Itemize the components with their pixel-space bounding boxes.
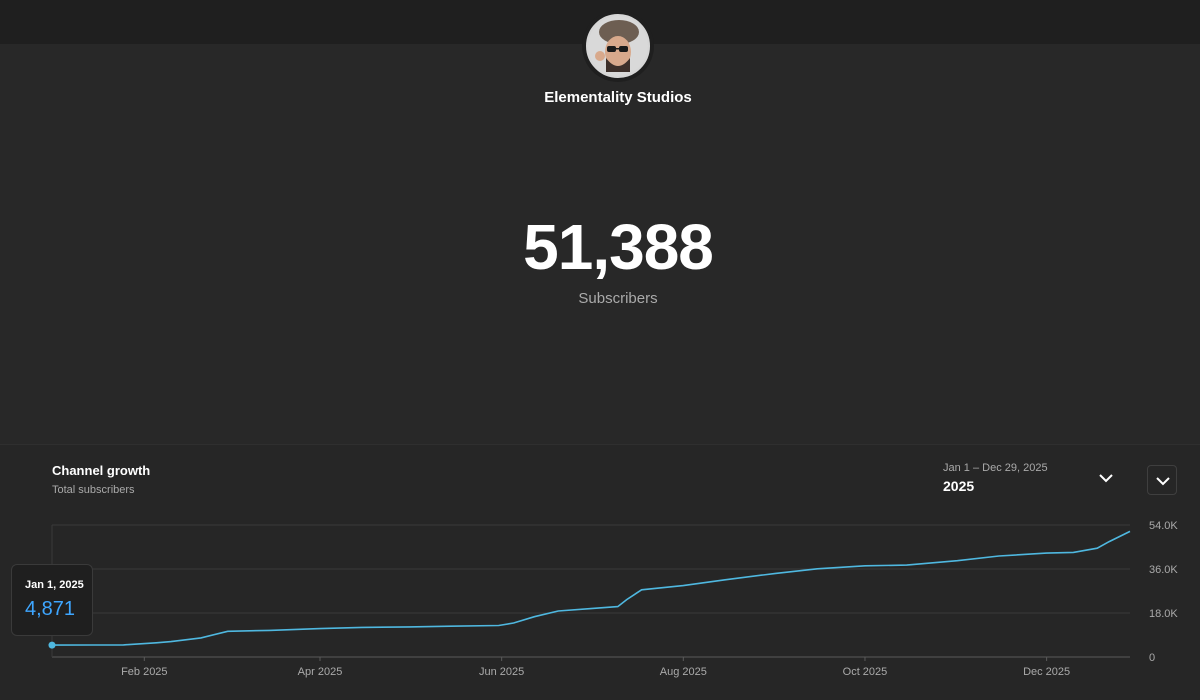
y-tick-label: 18.0K <box>1149 608 1178 620</box>
x-tick-label: Dec 2025 <box>1023 666 1070 678</box>
channel-avatar[interactable] <box>586 14 650 78</box>
chevron-down-icon <box>1156 477 1170 486</box>
hover-point <box>48 641 56 649</box>
y-tick-label: 0 <box>1149 652 1155 664</box>
date-range-dates: Jan 1 – Dec 29, 2025 <box>943 462 1048 474</box>
chart-title: Channel growth <box>52 463 151 478</box>
x-tick-label: Aug 2025 <box>660 666 707 678</box>
x-tick-label: Oct 2025 <box>843 666 888 678</box>
chart-grid <box>51 524 1130 658</box>
series-points <box>48 641 56 649</box>
y-tick-label: 54.0K <box>1149 520 1178 532</box>
chevron-down-icon <box>1099 474 1113 483</box>
chart-options-button[interactable] <box>1147 465 1177 495</box>
x-tick-label: Apr 2025 <box>298 666 343 678</box>
subscriber-label: Subscribers <box>578 290 658 307</box>
chart-tooltip: Jan 1, 2025 4,871 <box>11 564 93 636</box>
chart-subtitle: Total subscribers <box>52 484 135 496</box>
subscriber-growth-chart[interactable]: 0 18.0K 36.0K 54.0K Feb 2025 Apr 2025 Jun 202… <box>0 510 1200 700</box>
avatar-image <box>588 16 648 76</box>
y-tick-label: 36.0K <box>1149 564 1178 576</box>
subscriber-count: 51,388 <box>523 211 714 283</box>
x-axis-labels: Feb 2025 Apr 2025 Jun 2025 Aug 2025 Oct 2025… <box>121 657 1070 678</box>
y-axis-labels: 0 18.0K 36.0K 54.0K <box>1149 520 1178 664</box>
series-line-total-subscribers <box>51 530 1131 646</box>
x-tick-label: Jun 2025 <box>479 666 524 678</box>
date-range-label: 2025 <box>943 478 975 494</box>
tooltip-value: 4,871 <box>25 598 76 620</box>
channel-name[interactable]: Elementality Studios <box>544 89 692 106</box>
tooltip-date: Jan 1, 2025 <box>25 579 84 591</box>
date-range-dropdown[interactable]: Jan 1 – Dec 29, 2025 2025 <box>932 458 1122 498</box>
x-tick-label: Feb 2025 <box>121 666 167 678</box>
